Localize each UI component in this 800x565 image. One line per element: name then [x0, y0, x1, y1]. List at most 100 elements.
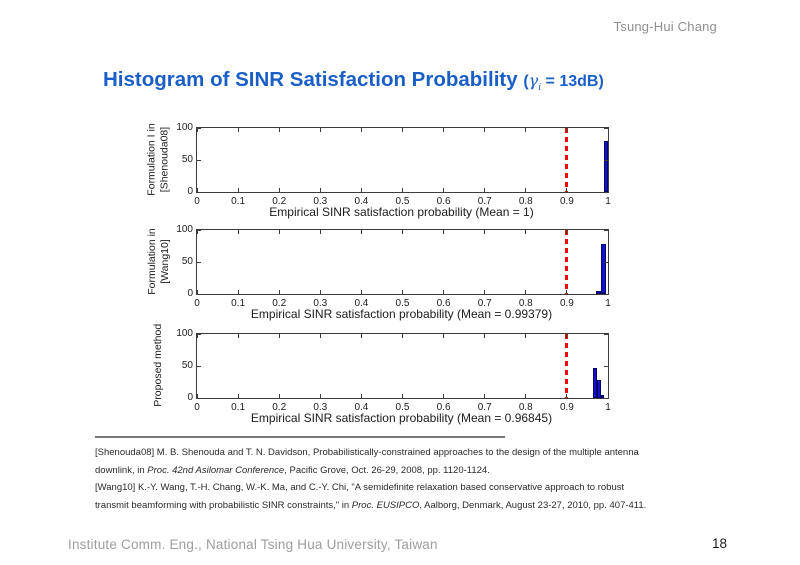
- y-tick-mark: [604, 333, 608, 335]
- x-tick-label: 0.8: [518, 196, 533, 207]
- x-tick-label: 0.8: [518, 402, 533, 413]
- footnote-line: downlink, in Proc. 42nd Asilomar Confere…: [95, 464, 490, 476]
- x-tick-label: 0.2: [272, 196, 287, 207]
- x-tick-mark: [196, 230, 198, 234]
- x-tick-mark: [278, 230, 280, 234]
- x-tick-mark: [607, 290, 609, 294]
- gamma-symbol: γ: [528, 71, 539, 90]
- x-tick-mark: [402, 334, 403, 338]
- x-tick-label: 0.2: [272, 402, 287, 413]
- x-tick-mark: [443, 334, 445, 338]
- x-tick-mark: [319, 290, 321, 294]
- x-axis-label: Empirical SINR satisfaction probability …: [250, 307, 553, 321]
- x-tick-mark: [360, 188, 362, 192]
- x-tick-mark: [525, 188, 527, 192]
- x-tick-mark: [278, 128, 280, 132]
- histogram-bar: [592, 367, 597, 398]
- x-tick-mark: [566, 188, 568, 192]
- x-tick-label: 0: [194, 196, 200, 207]
- x-tick-mark: [319, 128, 321, 132]
- y-tick-mark: [197, 365, 201, 367]
- x-tick-label: 0.4: [354, 298, 369, 309]
- threshold-line: [565, 128, 569, 192]
- y-axis-label-line: Formulation in: [145, 227, 158, 295]
- x-tick-mark: [402, 290, 403, 294]
- histogram-panel-proposed: Proposed method 0 0.1 0.2 0.3 0.4 0.5 0.6 0.7 0.…: [0, 324, 800, 433]
- footer-institute: Institute Comm. Eng., National Tsing Hua…: [68, 537, 438, 552]
- histogram-bar: [596, 380, 601, 398]
- y-tick-mark: [197, 261, 201, 263]
- x-tick-mark: [566, 128, 568, 132]
- footnotes: [Shenouda08] M. B. Shenouda and T. N. Da…: [95, 444, 727, 514]
- page-number: 18: [712, 536, 728, 551]
- y-tick-mark: [604, 127, 608, 129]
- x-tick-mark: [566, 394, 568, 398]
- title-main: Histogram of SINR Satisfaction Probabili…: [103, 68, 524, 91]
- x-tick-label: 0.4: [354, 402, 369, 413]
- y-tick-label: 100: [176, 224, 193, 235]
- x-tick-label: 0: [194, 402, 200, 413]
- x-tick-label: 0.1: [231, 298, 246, 309]
- x-tick-mark: [566, 334, 568, 338]
- x-tick-mark: [607, 188, 609, 192]
- x-tick-mark: [196, 334, 198, 338]
- x-tick-label: 0.5: [395, 402, 410, 413]
- author-name: Tsung-Hui Chang: [613, 19, 717, 34]
- threshold-line: [565, 230, 569, 294]
- y-tick-label: 50: [181, 154, 193, 165]
- x-tick-mark: [484, 334, 486, 338]
- x-tick-mark: [566, 230, 568, 234]
- x-tick-mark: [525, 394, 527, 398]
- x-tick-mark: [360, 128, 362, 132]
- x-tick-mark: [525, 230, 527, 234]
- x-tick-mark: [402, 230, 403, 234]
- x-tick-mark: [237, 188, 239, 192]
- histogram-bar: [600, 244, 606, 294]
- histogram-panel-shenouda08: Formulation I in [Shenouda08] 0 0.1 0.2 0.3…: [0, 122, 800, 227]
- y-tick-mark: [197, 127, 201, 129]
- y-tick-label: 100: [176, 328, 193, 339]
- x-tick-mark: [484, 128, 486, 132]
- y-tick-mark: [604, 191, 608, 193]
- y-tick-label: 100: [176, 122, 193, 133]
- y-tick-mark: [604, 397, 608, 399]
- x-tick-label: 0.5: [395, 298, 410, 309]
- x-tick-mark: [237, 334, 239, 338]
- y-tick-label: 0: [187, 392, 193, 403]
- x-tick-mark: [402, 188, 403, 192]
- y-tick-mark: [197, 397, 201, 399]
- x-tick-mark: [360, 230, 362, 234]
- x-tick-mark: [443, 394, 445, 398]
- x-tick-mark: [525, 290, 527, 294]
- y-tick-mark: [604, 293, 608, 295]
- x-tick-mark: [484, 188, 486, 192]
- x-tick-label: 0.9: [559, 196, 574, 207]
- x-tick-label: 0.1: [231, 402, 246, 413]
- y-tick-mark: [197, 159, 201, 161]
- x-tick-label: 1: [605, 298, 611, 309]
- x-tick-mark: [607, 128, 609, 132]
- x-tick-label: 0.3: [313, 298, 328, 309]
- x-tick-mark: [319, 188, 321, 192]
- x-tick-label: 0.2: [272, 298, 287, 309]
- x-tick-mark: [196, 290, 198, 294]
- x-tick-mark: [443, 290, 445, 294]
- x-tick-mark: [443, 188, 445, 192]
- x-tick-mark: [360, 394, 362, 398]
- x-tick-mark: [443, 128, 445, 132]
- x-tick-label: 0.9: [559, 298, 574, 309]
- x-tick-mark: [278, 188, 280, 192]
- x-tick-label: 1: [605, 402, 611, 413]
- x-tick-mark: [319, 230, 321, 234]
- x-tick-label: 0.5: [395, 196, 410, 207]
- x-tick-mark: [360, 290, 362, 294]
- y-tick-mark: [197, 293, 201, 295]
- footnote-line: [Wang10] K.-Y. Wang, T.-H. Chang, W.-K. …: [95, 482, 625, 493]
- page-title: Histogram of SINR Satisfaction Probabili…: [103, 68, 604, 93]
- gamma-subscript: i: [538, 83, 542, 94]
- footnote-line: transmit beamforming with probabilistic …: [95, 499, 647, 511]
- x-tick-label: 1: [605, 196, 611, 207]
- x-tick-mark: [607, 230, 609, 234]
- x-tick-label: 0.6: [436, 298, 451, 309]
- x-tick-label: 0.7: [477, 196, 492, 207]
